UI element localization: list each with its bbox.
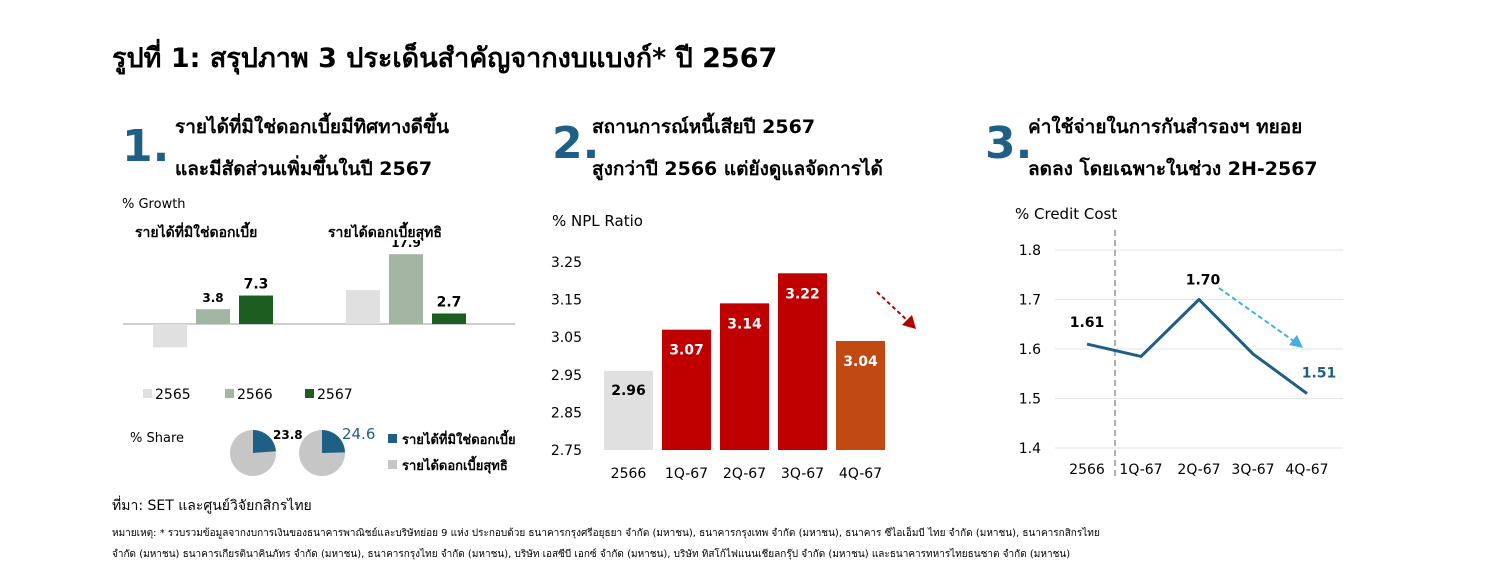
cc-ytick: 1.8: [1019, 243, 1041, 259]
source-text: ที่มา: SET และศูนย์วิจัยกสิกรไทย: [112, 498, 312, 514]
share-label: % Share: [130, 431, 184, 446]
panel1-number: 1.: [122, 121, 170, 172]
npl-xtick: 2Q-67: [723, 466, 766, 482]
cc-ytick: 1.6: [1019, 342, 1041, 358]
credit-cost-ylabel: % Credit Cost: [1015, 205, 1118, 223]
npl-ytick: 3.05: [551, 330, 582, 346]
share-legend-swatch-1: [388, 460, 397, 469]
panel3-heading-line1: ค่าใช้จ่ายในการกันสำรองฯ ทยอย: [1028, 116, 1303, 138]
pie-slice-non-interest-1: [322, 430, 345, 453]
panel3-heading-line2: ลดลง โดยเฉพาะในช่วง 2H-2567: [1028, 158, 1318, 180]
growth-bar-2566-0: [196, 309, 230, 324]
panel2-heading-line1: สถานการณ์หนี้เสียปี 2567: [592, 116, 816, 138]
legend-swatch-2565: [143, 389, 152, 398]
panel1-heading-line2: และมีสัดส่วนเพิ่มขึ้นในปี 2567: [175, 158, 433, 180]
npl-data-label: 3.04: [843, 354, 878, 370]
panel2-number: 2.: [552, 118, 600, 169]
cc-xtick: 4Q-67: [1285, 462, 1328, 478]
npl-ylabel: % NPL Ratio: [552, 212, 643, 230]
npl-ytick: 2.75: [551, 443, 582, 459]
share-legend-label-1: รายได้ดอกเบี้ยสุทธิ: [402, 455, 508, 474]
growth-bar-2565-0: [153, 324, 187, 348]
growth-chart: 3.8 7.3 17.9 2.7 2565 2566 2567: [123, 240, 515, 403]
share-legend-label-0: รายได้ที่มิใช่ดอกเบี้ย: [402, 429, 516, 448]
cc-ytick: 1.4: [1019, 441, 1041, 457]
growth-bar-2567-0: [239, 295, 273, 324]
cc-series-line: [1086, 298, 1308, 395]
npl-bar-2Q-67: [720, 303, 769, 450]
npl-data-label: 2.96: [611, 383, 646, 399]
npl-ytick: 2.95: [551, 368, 582, 384]
pie-label-0: 23.8: [273, 428, 303, 442]
legend-label-2566: 2566: [237, 387, 273, 403]
cc-trend-arrow-head: [1289, 335, 1303, 348]
legend-label-2567: 2567: [317, 387, 353, 403]
legend-label-2565: 2565: [155, 387, 191, 403]
npl-ytick: 3.25: [551, 255, 582, 271]
cc-ytick: 1.7: [1019, 293, 1041, 309]
share-legend-swatch-0: [388, 434, 397, 443]
pie-label-1: 24.6: [342, 425, 375, 443]
npl-ytick: 2.85: [551, 405, 582, 421]
cc-xtick: 3Q-67: [1231, 462, 1274, 478]
cc-data-label: 1.70: [1186, 273, 1221, 289]
npl-xtick: 2566: [611, 466, 647, 482]
npl-bar-1Q-67: [662, 329, 711, 450]
legend-swatch-2566: [225, 389, 234, 398]
npl-chart: 2.75 2.85 2.95 3.05 3.15 3.25 2.96 2566 3.07 1Q-6…: [551, 255, 916, 482]
npl-trend-arrow-head: [902, 315, 916, 329]
npl-xtick: 4Q-67: [839, 466, 882, 482]
cc-data-label: 1.61: [1070, 315, 1105, 331]
growth-bar-2566-1: [389, 254, 423, 324]
cc-xtick: 1Q-67: [1119, 462, 1162, 478]
group2-label: รายได้ดอกเบี้ยสุทธิ: [328, 225, 442, 241]
npl-bar-2566: [604, 371, 653, 450]
panel2-heading-line2: สูงกว่าปี 2566 แต่ยังดูแลจัดการได้: [592, 158, 883, 180]
note-line2: จำกัด (มหาชน) ธนาคารเกียรตินาคินภัทร จำก…: [112, 549, 1071, 560]
note-line1: หมายเหตุ: * รวบรวมข้อมูลจากงบการเงินของธ…: [112, 528, 1100, 539]
panel3-number: 3.: [985, 118, 1033, 169]
legend-swatch-2567: [305, 389, 314, 398]
pie-slice-non-interest-0: [253, 430, 276, 453]
npl-bar-3Q-67: [778, 273, 827, 450]
cc-xtick: 2Q-67: [1177, 462, 1220, 478]
cc-trend-arrow-line: [1218, 287, 1296, 343]
npl-data-label: 3.22: [785, 286, 820, 302]
cc-xtick: 2566: [1069, 462, 1105, 478]
npl-trend-arrow-line: [876, 291, 911, 324]
npl-xtick: 3Q-67: [781, 466, 824, 482]
npl-data-label: 3.14: [727, 316, 762, 332]
growth-data-label: 2.7: [437, 294, 462, 310]
share-pie-charts: 23.8 24.6 รายได้ที่มิใช่ดอกเบี้ยรายได้ดอกเ…: [230, 425, 516, 476]
npl-bar-4Q-67: [836, 340, 885, 450]
growth-data-label: 7.3: [244, 277, 269, 293]
growth-bar-2567-1: [432, 313, 466, 324]
cc-ytick: 1.5: [1019, 392, 1041, 408]
growth-label: % Growth: [122, 197, 186, 212]
group1-label: รายได้ที่มิใช่ดอกเบี้ย: [135, 225, 258, 241]
credit-cost-chart: 1.4 1.5 1.6 1.7 1.8 2566 1Q-67 2Q-67 3Q-67 4Q-67 1…: [1019, 230, 1343, 478]
npl-data-label: 3.07: [669, 343, 704, 359]
growth-data-label: 3.8: [202, 291, 223, 305]
page-title: รูปที่ 1: สรุปภาพ 3 ประเด็นสำคัญจากงบแบง…: [112, 43, 778, 74]
panel1-heading-line1: รายได้ที่มิใช่ดอกเบี้ยมีทิศทางดีขึ้น: [175, 116, 449, 138]
npl-ytick: 3.15: [551, 293, 582, 309]
growth-bar-2565-1: [346, 290, 380, 324]
npl-xtick: 1Q-67: [665, 466, 708, 482]
cc-data-label: 1.51: [1302, 366, 1337, 382]
growth-data-label: 17.9: [391, 240, 421, 250]
